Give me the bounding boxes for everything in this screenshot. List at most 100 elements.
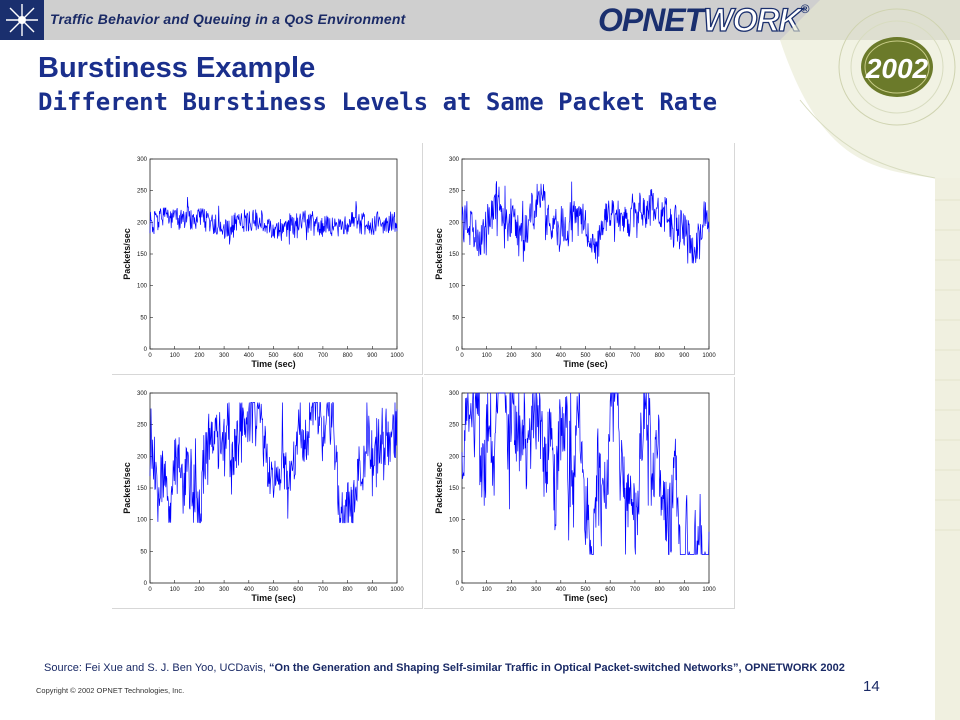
y-tick-label: 200 [137, 220, 148, 226]
chart-very-high-burstiness: 0 100 200 300 400 500 600 700 800 900 1000 0 50 100 15… [434, 391, 716, 603]
opnetwork-logo: OPNETWORK® [598, 1, 810, 39]
brand-dark: OPNET [598, 2, 704, 38]
x-tick-label: 500 [580, 587, 591, 593]
x-tick-label: 300 [531, 587, 542, 593]
y-tick-label: 150 [137, 486, 148, 492]
brand-light: WORK [703, 1, 803, 38]
source-paper-title: “On the Generation and Shaping Self-simi… [269, 662, 845, 674]
y-tick-label: 200 [449, 220, 460, 226]
source-citation: Source: Fei Xue and S. J. Ben Yoo, UCDav… [44, 662, 845, 674]
badge-2002: 2002 [861, 37, 933, 97]
x-tick-label: 900 [367, 353, 378, 359]
plot-frame [461, 158, 710, 350]
y-tick-label: 300 [449, 157, 460, 163]
x-tick-label: 800 [343, 587, 354, 593]
x-tick-label: 100 [482, 587, 493, 593]
x-tick-label: 1000 [702, 353, 716, 359]
x-axis-label: Time (sec) [251, 359, 295, 369]
y-tick-label: 50 [140, 549, 147, 555]
series-line [149, 196, 398, 245]
x-tick-label: 600 [605, 587, 616, 593]
y-tick-label: 0 [456, 581, 460, 587]
decorative-side-graphic: 2002 [780, 0, 960, 720]
y-tick-label: 100 [449, 518, 460, 524]
x-tick-label: 500 [268, 587, 279, 593]
chart-low-burstiness: 0 100 200 300 400 500 600 700 800 900 1000 0 50 100 15… [122, 157, 404, 369]
x-tick-label: 900 [679, 353, 690, 359]
x-tick-label: 1000 [702, 587, 716, 593]
x-tick-label: 600 [605, 353, 616, 359]
x-tick-label: 800 [343, 353, 354, 359]
x-tick-label: 200 [194, 353, 205, 359]
y-tick-label: 150 [449, 486, 460, 492]
y-tick-label: 50 [140, 315, 147, 321]
x-tick-label: 0 [148, 587, 152, 593]
registered-mark: ® [800, 2, 810, 16]
y-tick-label: 0 [456, 347, 460, 353]
star-icon [6, 4, 38, 36]
y-tick-label: 250 [137, 189, 148, 195]
x-tick-label: 500 [580, 353, 591, 359]
x-tick-label: 500 [268, 353, 279, 359]
y-tick-label: 100 [137, 518, 148, 524]
y-tick-label: 300 [137, 157, 148, 163]
chart-high-burstiness: 0 100 200 300 400 500 600 700 800 900 1000 0 50 100 15… [122, 391, 404, 603]
x-tick-label: 700 [630, 587, 641, 593]
x-tick-label: 400 [556, 587, 567, 593]
plot-frame [149, 392, 398, 584]
x-tick-label: 0 [460, 587, 464, 593]
x-tick-label: 100 [482, 353, 493, 359]
x-tick-label: 900 [367, 587, 378, 593]
y-tick-label: 100 [137, 284, 148, 290]
y-tick-label: 0 [144, 581, 148, 587]
chart-panel-4: 0 100 200 300 400 500 600 700 800 900 1000 0 50 100 15… [424, 377, 735, 609]
x-tick-label: 400 [556, 353, 567, 359]
y-tick-label: 250 [137, 423, 148, 429]
y-tick-label: 100 [449, 284, 460, 290]
page-number: 14 [863, 678, 880, 695]
source-authors: Source: Fei Xue and S. J. Ben Yoo, UCDav… [44, 662, 270, 674]
x-tick-label: 700 [630, 353, 641, 359]
x-tick-label: 600 [293, 353, 304, 359]
y-tick-label: 250 [449, 189, 460, 195]
y-tick-label: 50 [452, 549, 459, 555]
y-tick-label: 0 [144, 347, 148, 353]
corner-star-logo [0, 0, 44, 40]
slide-subtitle: Different Burstiness Levels at Same Pack… [38, 88, 718, 116]
y-tick-label: 200 [449, 454, 460, 460]
y-tick-label: 200 [137, 454, 148, 460]
x-tick-label: 300 [531, 353, 542, 359]
x-tick-label: 0 [460, 353, 464, 359]
y-tick-label: 300 [449, 391, 460, 397]
chart-panel-2: 0 100 200 300 400 500 600 700 800 900 1000 0 50 100 15… [424, 143, 735, 375]
x-axis-label: Time (sec) [563, 593, 607, 603]
y-tick-label: 300 [137, 391, 148, 397]
x-tick-label: 200 [506, 587, 517, 593]
x-tick-label: 0 [148, 353, 152, 359]
x-tick-label: 700 [318, 587, 329, 593]
x-axis-label: Time (sec) [563, 359, 607, 369]
x-tick-label: 400 [244, 587, 255, 593]
x-tick-label: 400 [244, 353, 255, 359]
plot-frame [149, 158, 398, 350]
series-line [149, 401, 398, 524]
x-tick-label: 800 [655, 587, 666, 593]
y-axis-label: Packets/sec [122, 228, 132, 280]
x-tick-label: 800 [655, 353, 666, 359]
y-axis-label: Packets/sec [434, 462, 444, 514]
x-tick-label: 1000 [390, 353, 404, 359]
x-tick-label: 300 [219, 587, 230, 593]
chart-panel-3: 0 100 200 300 400 500 600 700 800 900 1000 0 50 100 15… [112, 377, 423, 609]
x-tick-label: 100 [170, 587, 181, 593]
copyright-notice: Copyright © 2002 OPNET Technologies, Inc… [36, 686, 185, 695]
y-axis-label: Packets/sec [122, 462, 132, 514]
x-tick-label: 1000 [390, 587, 404, 593]
x-tick-label: 200 [194, 587, 205, 593]
y-axis-label: Packets/sec [434, 228, 444, 280]
presentation-subtitle: Traffic Behavior and Queuing in a QoS En… [50, 11, 406, 27]
y-tick-label: 150 [449, 252, 460, 258]
x-tick-label: 200 [506, 353, 517, 359]
series-line [461, 181, 710, 264]
svg-text:2002: 2002 [865, 53, 929, 84]
series-line [461, 391, 710, 555]
